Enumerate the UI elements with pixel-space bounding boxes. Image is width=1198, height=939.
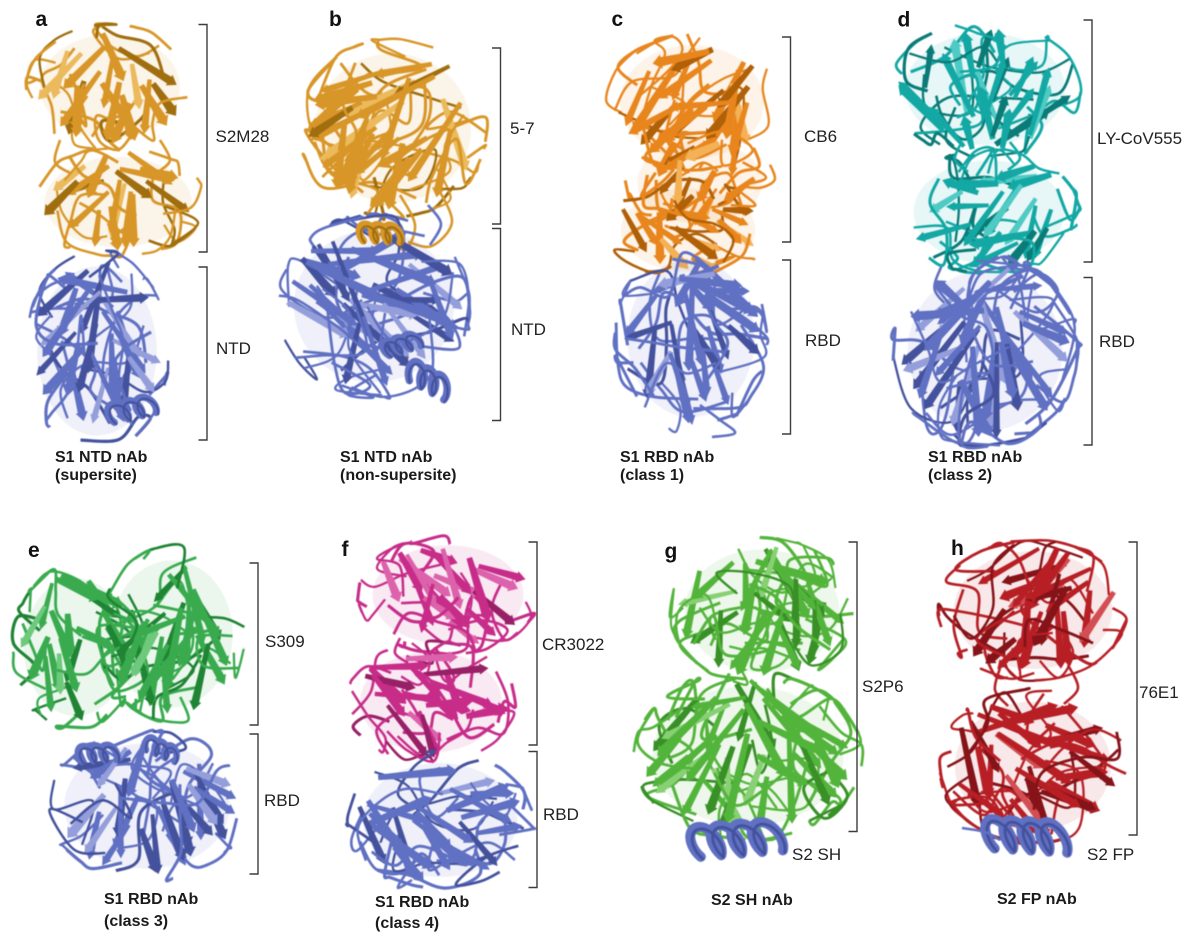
svg-text:S1 RBD nAb: S1 RBD nAb — [375, 894, 469, 911]
svg-text:(non-supersite): (non-supersite) — [340, 467, 456, 484]
svg-text:e: e — [28, 539, 40, 562]
svg-text:S1 RBD nAb: S1 RBD nAb — [928, 449, 1022, 466]
svg-text:(supersite): (supersite) — [55, 467, 137, 484]
svg-text:S2M28: S2M28 — [216, 127, 270, 146]
svg-text:NTD: NTD — [216, 339, 251, 358]
svg-text:a: a — [36, 8, 48, 31]
svg-text:S1 RBD nAb: S1 RBD nAb — [620, 449, 714, 466]
svg-text:CB6: CB6 — [804, 127, 837, 146]
svg-text:S2 SH: S2 SH — [792, 845, 841, 864]
svg-text:RBD: RBD — [1099, 332, 1135, 351]
svg-text:S1 NTD nAb: S1 NTD nAb — [55, 449, 148, 466]
svg-text:5-7: 5-7 — [510, 119, 535, 138]
svg-text:(class 3): (class 3) — [104, 913, 168, 930]
svg-text:S1 RBD nAb: S1 RBD nAb — [104, 891, 198, 908]
svg-text:(class 4): (class 4) — [375, 915, 439, 932]
svg-text:(class 2): (class 2) — [928, 467, 992, 484]
svg-text:LY-CoV555: LY-CoV555 — [1097, 129, 1182, 148]
svg-text:S2 FP nAb: S2 FP nAb — [997, 891, 1077, 908]
svg-text:S309: S309 — [265, 632, 305, 651]
svg-text:S2 SH nAb: S2 SH nAb — [711, 892, 793, 909]
svg-text:d: d — [898, 9, 911, 32]
svg-text:RBD: RBD — [805, 331, 841, 350]
svg-text:h: h — [951, 537, 964, 560]
svg-text:b: b — [329, 8, 342, 31]
svg-text:RBD: RBD — [264, 791, 300, 810]
svg-text:(class 1): (class 1) — [620, 467, 684, 484]
svg-text:RBD: RBD — [543, 805, 579, 824]
svg-text:S1 NTD nAb: S1 NTD nAb — [340, 449, 433, 466]
svg-text:CR3022: CR3022 — [542, 635, 604, 654]
svg-text:76E1: 76E1 — [1139, 683, 1179, 702]
svg-text:NTD: NTD — [511, 320, 546, 339]
svg-text:c: c — [612, 8, 624, 31]
svg-text:g: g — [665, 540, 678, 563]
svg-text:S2P6: S2P6 — [862, 677, 904, 696]
svg-text:S2 FP: S2 FP — [1087, 845, 1134, 864]
svg-text:f: f — [342, 538, 350, 561]
